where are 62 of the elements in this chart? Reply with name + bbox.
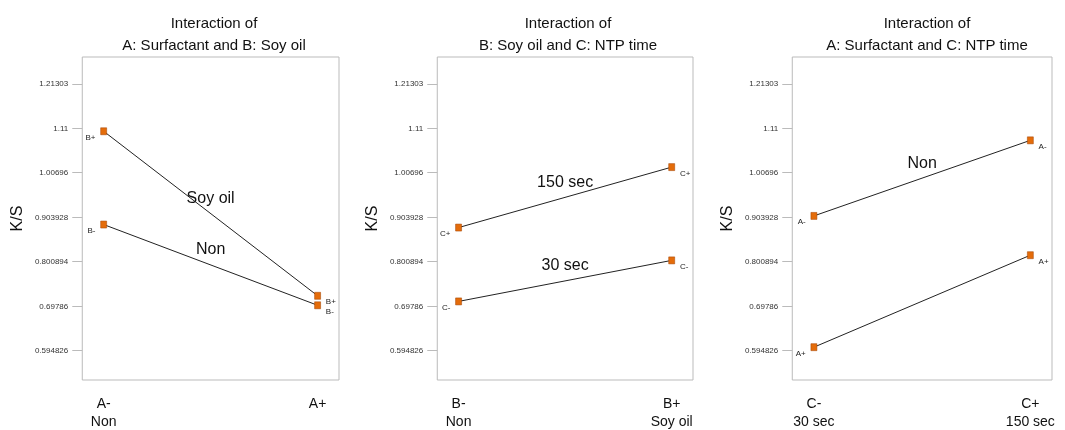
y-tick-label: 0.800894 [744,257,779,267]
y-tick-label: 0.903928 [389,212,424,222]
point [100,220,107,229]
y-tick-label: 1.00696 [749,168,779,178]
y-axis-title: K/S [717,205,735,232]
data-label: A- [1038,141,1047,151]
x-tick-label: A+ [308,395,327,411]
data-label: B- [325,306,335,316]
y-tick-label: 0.903928 [34,212,69,222]
y-tick-label: 0.800894 [34,257,69,267]
point [668,163,675,171]
y-axis-title: K/S [362,205,380,232]
chart-title: Interaction of B: Soy oil and C: NTP time [478,13,658,53]
data-label: B+ [85,132,96,142]
y-tick-label: 1.21303 [394,79,424,89]
data-label: C+ [679,168,691,178]
data-label: A- [797,217,807,227]
point [455,223,462,232]
y-tick-label: 1.11 [763,123,779,133]
y-tick-label: 1.21303 [749,79,779,89]
series-label: 150 sec [537,172,594,190]
point [314,301,321,310]
series-label: Non [195,240,226,258]
point [810,343,818,351]
point [100,127,107,136]
chart-title: Interaction of A: Surfactant and C: NTP time [826,13,1028,53]
x-tick-label: B- Non [445,395,472,429]
point [1027,251,1034,259]
data-label: C- [441,302,451,312]
data-label: C+ [439,229,451,239]
y-tick-label: 1.21303 [39,79,69,89]
series-label: Non [907,153,937,171]
x-tick-label: B+ Soy oil [650,395,693,429]
data-label: A+ [1038,256,1049,266]
y-tick-label: 0.594826 [389,346,424,356]
y-axis-title: K/S [7,205,25,232]
series-label: 30 sec [541,256,589,274]
y-tick-label: 0.69786 [394,301,424,311]
y-tick-label: 1.11 [408,123,424,133]
data-label: A+ [795,348,806,358]
x-tick-label: A- Non [90,395,117,429]
point [668,256,675,265]
x-tick-label: C+ 150 sec [1005,395,1055,429]
series-label: Soy oil [186,189,235,207]
y-tick-label: 1.00696 [39,168,69,178]
point [810,212,818,220]
y-tick-label: 1.00696 [394,168,424,178]
data-label: B+ [325,297,337,307]
y-tick-label: 0.69786 [39,301,69,311]
y-tick-label: 1.11 [53,123,69,133]
x-tick-label: C- 30 sec [793,395,835,429]
y-tick-label: 0.69786 [749,301,779,311]
data-label: C- [679,261,689,271]
y-tick-label: 0.594826 [744,346,779,356]
data-label: B- [87,226,96,236]
point [1027,136,1034,145]
chart-title: Interaction of A: Surfactant and B: Soy oil [122,13,306,53]
y-tick-label: 0.594826 [34,346,69,356]
point [314,292,321,300]
y-tick-label: 0.800894 [389,257,424,267]
y-tick-label: 0.903928 [744,212,779,222]
point [455,297,462,306]
